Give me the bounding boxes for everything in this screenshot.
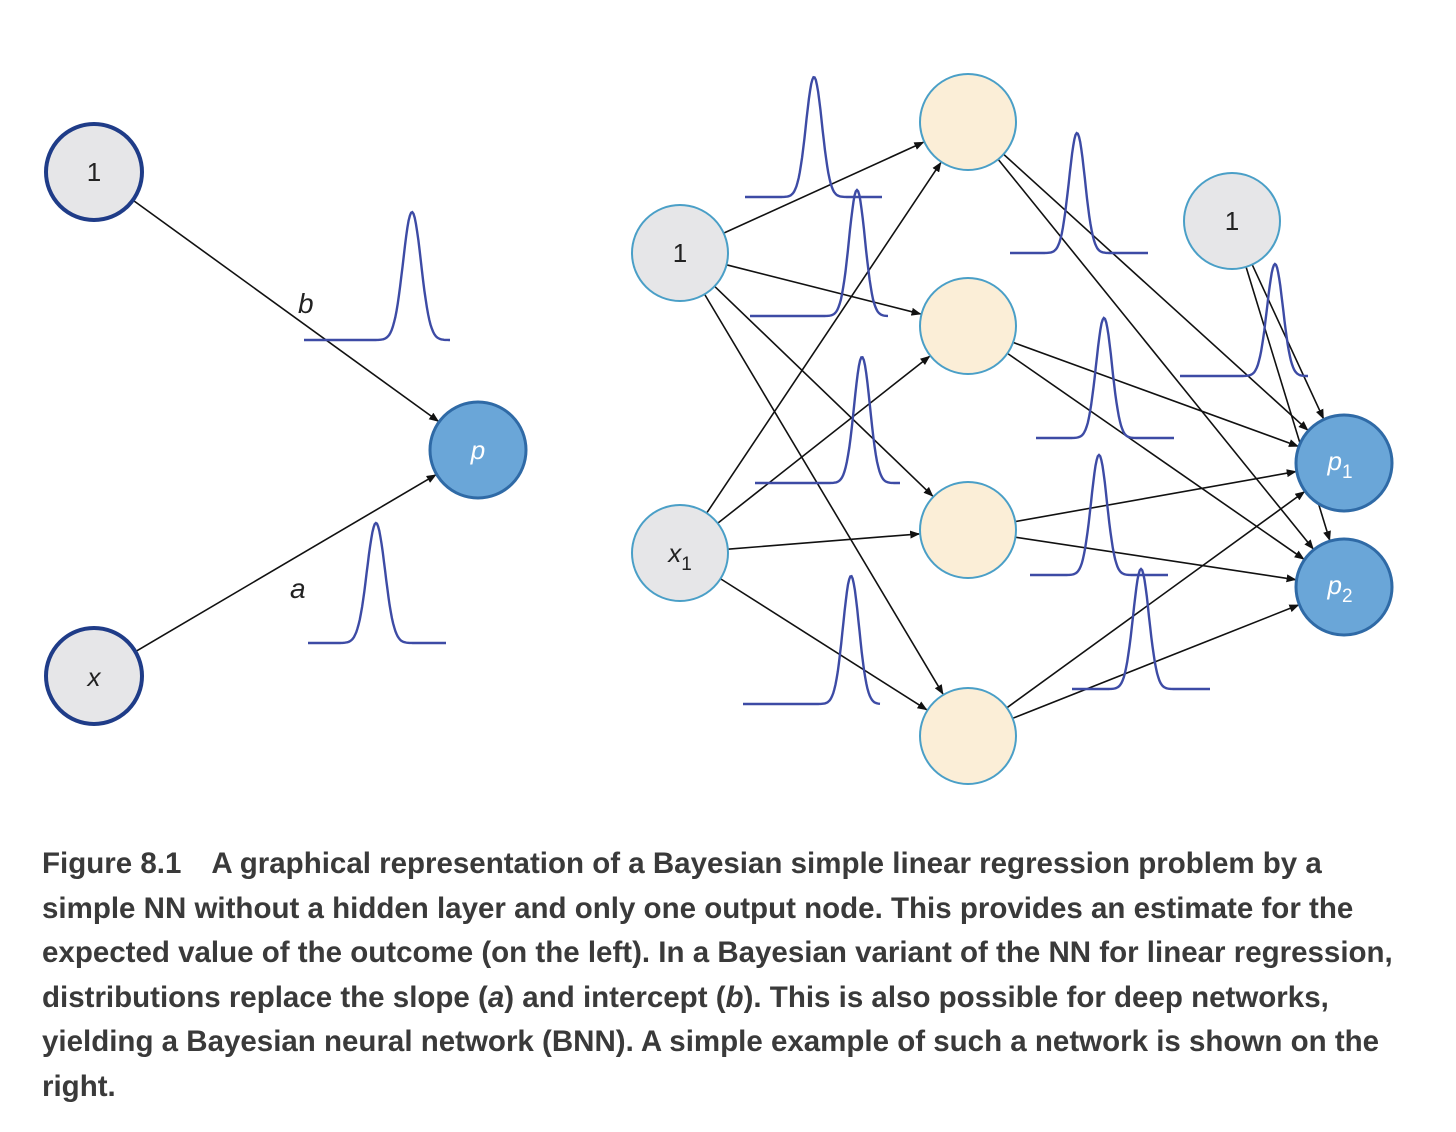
distribution-curves [304,75,1308,706]
edge-in1-h1 [723,141,925,234]
node-circle [1294,537,1394,637]
intercept-distribution-curve [304,210,450,342]
edge-in2-h3 [727,530,921,550]
hidden-node-4 [919,687,1017,785]
node-circle [631,504,729,602]
right-bias-label: 1 [673,238,687,268]
left-bias-label: 1 [87,157,101,187]
node-circle [1183,172,1281,270]
edge-h3-out1 [1015,469,1297,523]
edge-in2-h2 [717,355,931,524]
output-1-label: p1 [1326,446,1352,483]
edge-in2-h4 [720,578,928,711]
edge-h1-out2 [997,158,1314,550]
node-circle [428,400,528,500]
caption-text-1: A graphical representation of a Bayesian… [42,847,1393,1014]
edge-h2-out1 [1012,341,1299,447]
weight-distribution-curve-4 [743,574,881,706]
hidden-node-2 [919,277,1017,375]
bnn-diagram: 1 x p b a 1 x1 1 p1 [44,73,1394,785]
weight-distribution-curve-3 [755,356,900,485]
edge-in1-h3 [714,285,934,497]
figure-caption: Figure 8.1 A graphical representation of … [42,842,1412,1109]
left-bias-node: 1 [44,122,144,222]
weight-distribution-curve-7 [1030,453,1168,577]
intercept-label: b [298,288,314,319]
left-output-label: p [470,435,485,465]
caption-text-3: ). This is also possible for deep networ… [42,980,1380,1103]
node-circle [631,204,729,302]
caption-intercept-symbol: b [725,980,744,1014]
caption-text-2: ) and intercept ( [504,980,726,1014]
output-node-2: p2 [1294,537,1394,637]
edge-h3-out2 [1015,536,1297,583]
edge-slope [134,474,437,653]
weight-distribution-curve-5 [1010,131,1148,255]
edge-in1-h2 [726,264,922,316]
hidden-bias-node: 1 [1183,172,1281,270]
output-node-1: p1 [1294,413,1394,513]
hidden-node-1 [919,73,1017,171]
figure-number: Figure 8.1 [42,847,182,880]
right-input-label: x1 [666,538,692,575]
caption-slope-symbol: a [487,980,505,1014]
input-symbol: x [666,538,682,568]
edge-h4-out1 [1006,491,1306,709]
weight-distribution-curve-6 [1036,316,1174,440]
edge-h2-out2 [1006,352,1305,560]
output-1-symbol: p [1326,446,1341,476]
left-output-node: p [428,400,528,500]
right-input-node: x1 [631,504,729,602]
weight-distribution-curve-8 [1072,567,1210,691]
input-subscript: 1 [681,554,692,575]
edge-in2-h1 [706,161,942,514]
hidden-node-3 [919,481,1017,579]
slope-distribution-curve [308,521,446,645]
weight-distribution-curve-2 [750,188,888,318]
output-1-subscript: 1 [1342,462,1353,483]
output-2-subscript: 2 [1342,586,1353,607]
edge-h1-out1 [1003,153,1309,431]
slope-label: a [290,573,306,604]
weight-distribution-curve-9 [1180,262,1308,378]
left-network: 1 x p b a [44,122,528,726]
hidden-bias-label: 1 [1225,206,1239,236]
output-2-label: p2 [1326,570,1352,607]
node-circle [44,626,144,726]
output-2-symbol: p [1326,570,1341,600]
node-circle [1294,413,1394,513]
left-input-label: x [86,662,102,692]
left-input-node: x [44,626,144,726]
edge-intercept [132,199,440,422]
edge-in1-h4 [703,293,944,695]
right-network: 1 x1 1 p1 p2 [631,73,1394,785]
node-circle [44,122,144,222]
right-bias-node: 1 [631,204,729,302]
weight-distribution-curve-1 [745,75,882,199]
